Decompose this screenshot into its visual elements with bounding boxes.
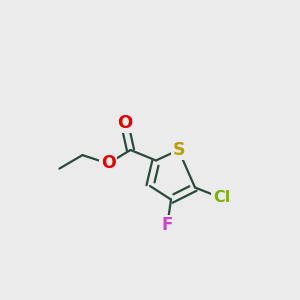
Text: F: F [162, 216, 173, 234]
Text: O: O [100, 154, 116, 172]
Text: Cl: Cl [213, 190, 230, 206]
Text: S: S [172, 141, 185, 159]
Text: O: O [117, 114, 132, 132]
